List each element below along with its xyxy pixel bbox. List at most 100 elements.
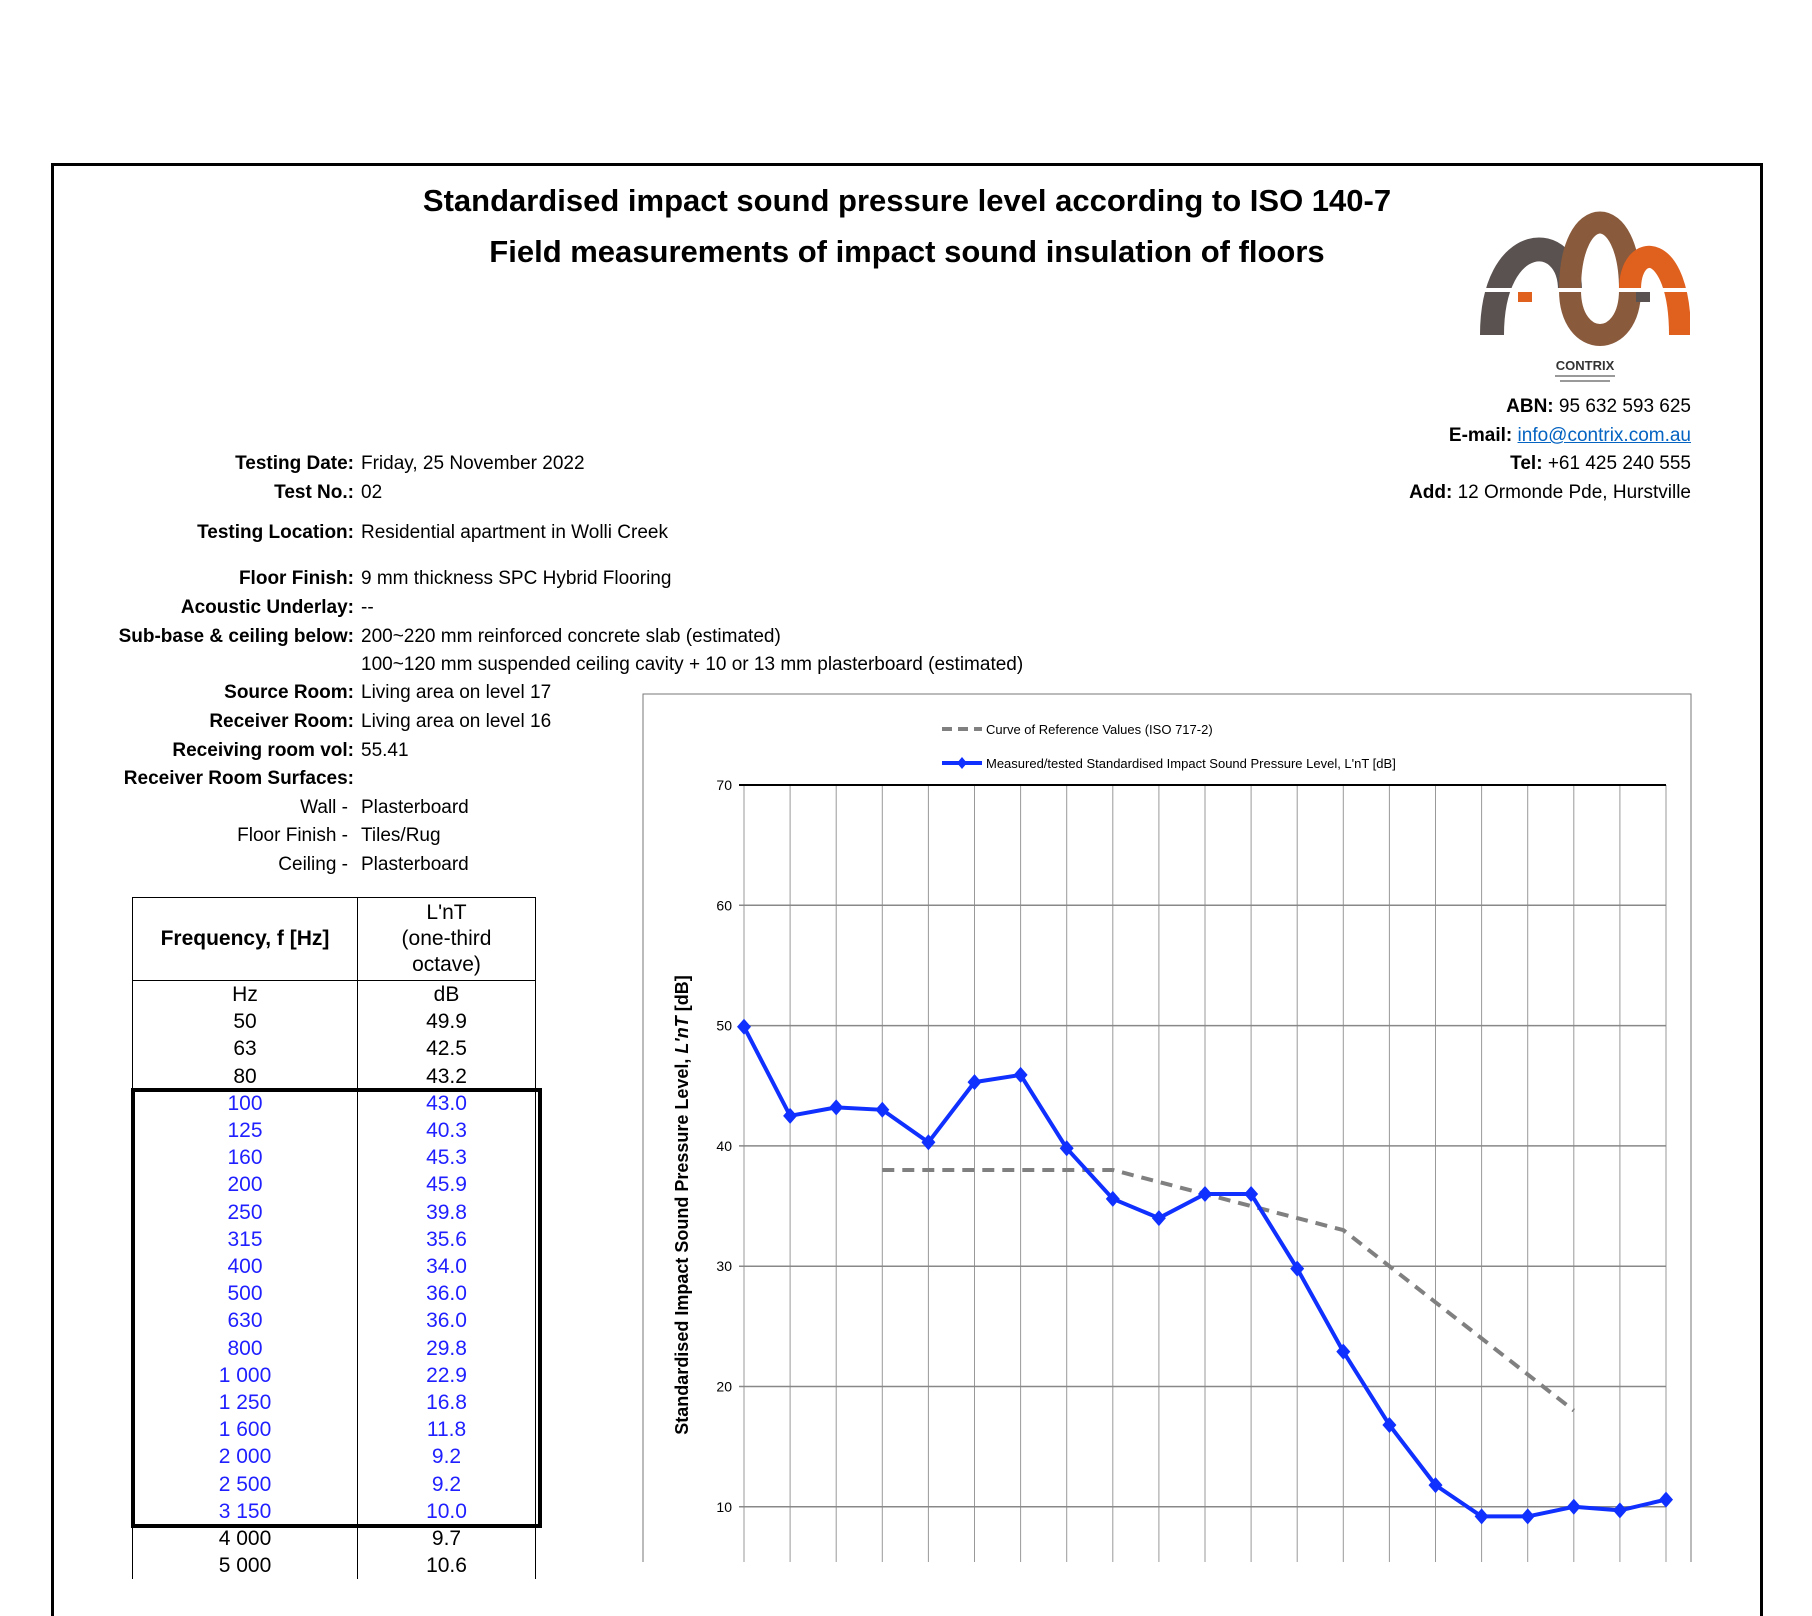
frequency-cell: 63 bbox=[132, 1035, 358, 1063]
wall-value: Plasterboard bbox=[361, 797, 469, 818]
tel-line: Tel: +61 425 240 555 bbox=[1510, 453, 1691, 475]
lnt-cell: 43.2 bbox=[357, 1062, 536, 1090]
frequency-cell: 500 bbox=[132, 1280, 358, 1308]
lnt-header: L'nT (one-third octave) bbox=[357, 897, 536, 981]
receiver-room-label: Receiver Room: bbox=[209, 711, 354, 732]
test-no-value: 02 bbox=[361, 482, 383, 503]
measured-point-1600 bbox=[1428, 1477, 1443, 1494]
lnt-cell: 39.8 bbox=[357, 1198, 536, 1226]
measured-point-200 bbox=[1013, 1066, 1028, 1083]
frequency-cell: 2 000 bbox=[132, 1443, 358, 1471]
table-row: 4 000 9.7 bbox=[132, 1525, 536, 1553]
test-no-label: Test No.: bbox=[274, 482, 354, 503]
floor-surface-value: Tiles/Rug bbox=[361, 825, 441, 846]
lnt-cell: 9.7 bbox=[357, 1525, 536, 1553]
table-row: 63 42.5 bbox=[132, 1035, 536, 1063]
measured-point-2000 bbox=[1474, 1508, 1489, 1525]
email-link[interactable]: info@contrix.com.au bbox=[1517, 425, 1691, 446]
table-row: 1 600 11.8 bbox=[132, 1416, 536, 1444]
measured-point-125 bbox=[921, 1134, 936, 1151]
table-row: 80 43.2 bbox=[132, 1062, 536, 1090]
lnt-cell: 10.0 bbox=[357, 1497, 536, 1526]
location-label: Testing Location: bbox=[197, 522, 354, 543]
lnt-cell: 40.3 bbox=[357, 1117, 536, 1145]
report-subtitle: Field measurements of impact sound insul… bbox=[489, 234, 1325, 269]
frequency-cell: 1 250 bbox=[132, 1389, 358, 1417]
frequency-cell: 4 000 bbox=[132, 1525, 358, 1553]
frequency-cell: 315 bbox=[132, 1225, 358, 1254]
frequency-cell: 1 000 bbox=[132, 1361, 358, 1390]
frequency-cell: 250 bbox=[132, 1198, 358, 1226]
page-border bbox=[51, 163, 1763, 1616]
y-tick-label: 20 bbox=[716, 1379, 732, 1395]
y-tick-label: 50 bbox=[716, 1018, 732, 1034]
underlay-value: -- bbox=[361, 597, 374, 618]
lnt-cell: 9.2 bbox=[357, 1470, 536, 1498]
frequency-cell: 50 bbox=[132, 1008, 358, 1036]
frequency-cell: 800 bbox=[132, 1334, 358, 1362]
table-row: 160 45.3 bbox=[132, 1144, 536, 1172]
subbase-label: Sub-base & ceiling below: bbox=[118, 626, 354, 647]
reference-curve-line bbox=[882, 1167, 1576, 1413]
table-row: 2 000 9.2 bbox=[132, 1443, 536, 1471]
measured-point-800 bbox=[1290, 1260, 1305, 1277]
unit-hz: Hz bbox=[132, 980, 358, 1009]
testing-date-value: Friday, 25 November 2022 bbox=[361, 453, 585, 474]
measured-point-3150 bbox=[1566, 1498, 1581, 1515]
frequency-cell: 100 bbox=[132, 1089, 358, 1118]
table-row: 500 36.0 bbox=[132, 1280, 536, 1308]
table-row: 50 49.9 bbox=[132, 1008, 536, 1036]
source-room-label: Source Room: bbox=[224, 682, 354, 703]
lnt-header-line2: (one-third bbox=[401, 927, 492, 950]
measured-point-630 bbox=[1244, 1186, 1259, 1203]
lnt-cell: 45.3 bbox=[357, 1144, 536, 1172]
email-label: E-mail: bbox=[1448, 425, 1513, 446]
lnt-cell: 36.0 bbox=[357, 1280, 536, 1308]
measured-point-500 bbox=[1198, 1186, 1212, 1203]
table-row: 100 43.0 bbox=[132, 1089, 536, 1118]
lnt-cell: 43.0 bbox=[357, 1089, 536, 1118]
measured-point-2500 bbox=[1520, 1508, 1535, 1525]
floor-surface-label: Floor Finish - bbox=[237, 825, 348, 846]
table-row: 630 36.0 bbox=[132, 1307, 536, 1335]
measured-point-100 bbox=[875, 1101, 890, 1118]
receiver-room-value: Living area on level 16 bbox=[361, 711, 552, 732]
lnt-cell: 16.8 bbox=[357, 1389, 536, 1417]
table-row: 315 35.6 bbox=[132, 1225, 536, 1254]
ceiling-value: Plasterboard bbox=[361, 854, 469, 875]
frequency-cell: 2 500 bbox=[132, 1470, 358, 1498]
lnt-header-line1: L'nT bbox=[426, 901, 467, 924]
subbase-value-1: 200~220 mm reinforced concrete slab (est… bbox=[361, 626, 781, 647]
table-row: 200 45.9 bbox=[132, 1171, 536, 1199]
frequency-cell: 3 150 bbox=[132, 1497, 358, 1526]
address-value: 12 Ormonde Pde, Hurstville bbox=[1457, 482, 1691, 503]
abn-label: ABN: bbox=[1506, 396, 1554, 417]
lnt-cell: 45.9 bbox=[357, 1171, 536, 1199]
measured-point-63 bbox=[783, 1107, 798, 1124]
underlay-label: Acoustic Underlay: bbox=[180, 597, 354, 618]
measured-point-1000 bbox=[1336, 1343, 1351, 1360]
y-axis-title: Standardised Impact Sound Pressure Level… bbox=[672, 975, 692, 1434]
legend-ref-label: Curve of Reference Values (ISO 717-2) bbox=[986, 722, 1213, 737]
lnt-cell: 35.6 bbox=[357, 1225, 536, 1254]
logo-text: CONTRIX bbox=[1556, 358, 1615, 373]
frequency-cell: 400 bbox=[132, 1253, 358, 1281]
subbase-value-2: 100~120 mm suspended ceiling cavity + 10… bbox=[361, 654, 1024, 675]
frequency-cell: 125 bbox=[132, 1117, 358, 1145]
room-vol-label: Receiving room vol: bbox=[172, 740, 354, 761]
testing-date-label: Testing Date: bbox=[235, 453, 354, 474]
y-tick-label: 70 bbox=[716, 777, 732, 793]
table-row: 2 500 9.2 bbox=[132, 1470, 536, 1498]
unit-db: dB bbox=[357, 980, 536, 1009]
table-header: Frequency, f [Hz] L'nT (one-third octave… bbox=[132, 897, 536, 981]
measured-point-50 bbox=[737, 1018, 751, 1035]
measured-point-400 bbox=[1151, 1210, 1166, 1227]
frequency-cell: 160 bbox=[132, 1144, 358, 1172]
measured-point-4000 bbox=[1612, 1502, 1627, 1519]
lnt-cell: 36.0 bbox=[357, 1307, 536, 1335]
table-row: 800 29.8 bbox=[132, 1334, 536, 1362]
frequency-cell: 1 600 bbox=[132, 1416, 358, 1444]
legend-meas-label: Measured/tested Standardised Impact Soun… bbox=[986, 756, 1396, 771]
floor-finish-value: 9 mm thickness SPC Hybrid Flooring bbox=[361, 568, 672, 589]
address-label: Add: bbox=[1409, 482, 1453, 503]
